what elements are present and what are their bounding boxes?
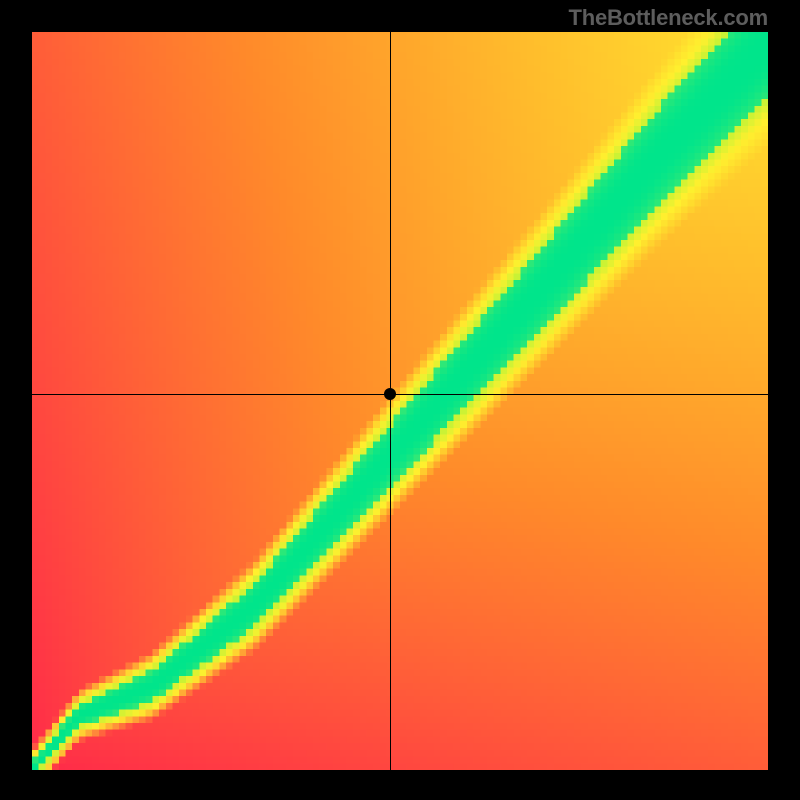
heatmap-canvas [32, 32, 768, 770]
crosshair-horizontal [32, 394, 768, 395]
crosshair-vertical [390, 32, 391, 770]
watermark-text: TheBottleneck.com [568, 5, 768, 31]
plot-area [32, 32, 768, 770]
chart-frame: TheBottleneck.com [0, 0, 800, 800]
crosshair-marker [384, 388, 396, 400]
